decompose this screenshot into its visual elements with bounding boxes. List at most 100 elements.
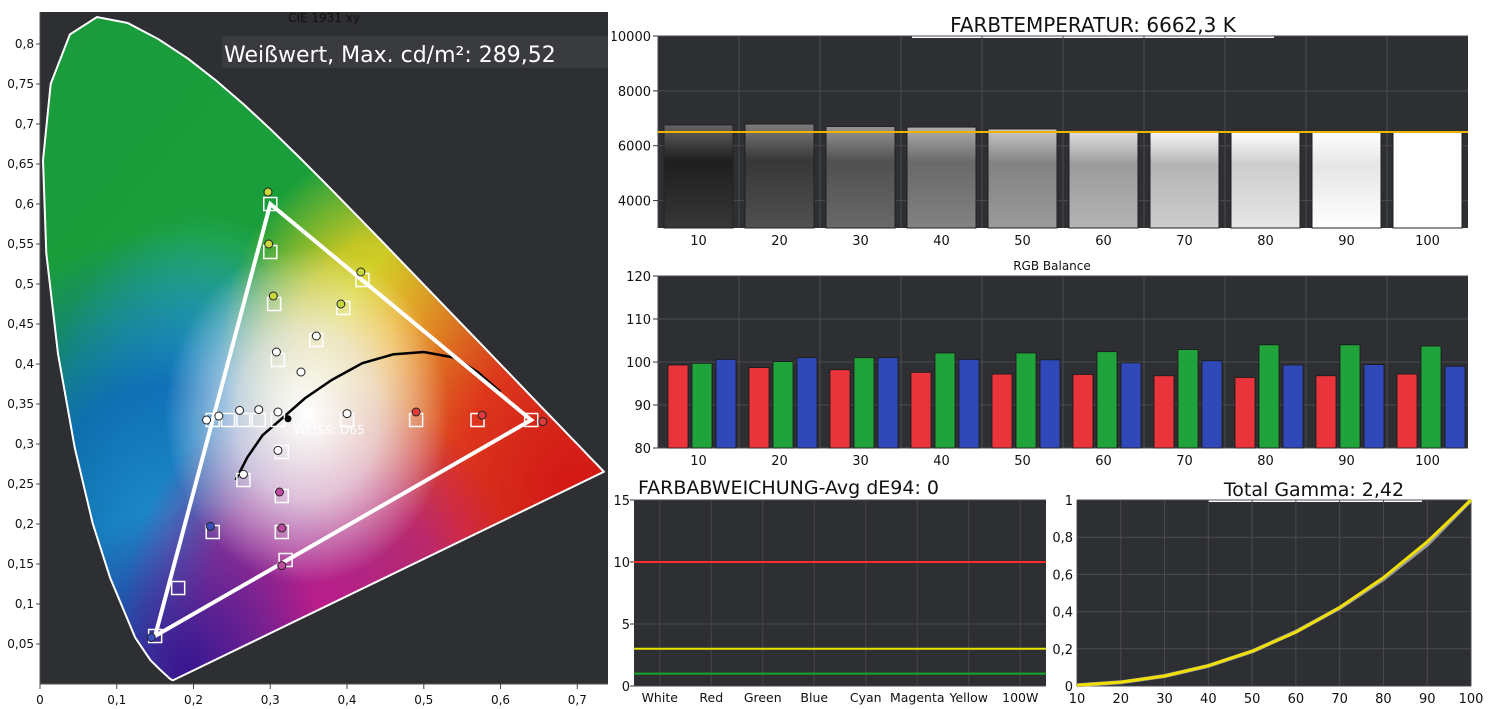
rgb-bar (1363, 364, 1385, 449)
cie-x-tick-label: 0,2 (184, 693, 203, 707)
ct-y-tick-label: 4000 (618, 195, 651, 210)
rgb-title: RGB Balance (1013, 259, 1091, 273)
rgb-bar (1015, 352, 1037, 449)
ct-bar (1392, 131, 1463, 229)
measured-point (273, 407, 283, 417)
rgb-bar (1201, 360, 1223, 449)
locus-outline (41, 15, 605, 682)
de-x-tick-label: Cyan (850, 690, 882, 705)
cie-y-tick-label: 0,75 (7, 77, 34, 91)
cie-y-tick-label: 0,8 (15, 37, 34, 51)
ct-x-tick-label: 20 (771, 234, 788, 249)
rgb-x-tick-label: 30 (852, 454, 869, 469)
rgb-bar (829, 369, 851, 449)
gamma-title: Total Gamma: 2,42 (1223, 479, 1404, 501)
gamma-title-bg (1208, 476, 1422, 502)
measured-point (342, 409, 352, 419)
cie-y-tick-label: 0,15 (7, 557, 34, 571)
measured-point (336, 299, 346, 309)
de-x-tick-label: Red (699, 690, 723, 705)
rgb-bars (667, 344, 1466, 449)
measured-point (268, 291, 278, 301)
gamma-y-tick-label: 0,2 (1052, 643, 1073, 658)
ct-x-tick-label: 80 (1257, 234, 1274, 249)
measured-point (263, 187, 273, 197)
rgb-x-tick-label: 100 (1415, 454, 1440, 469)
rgb-bar (748, 367, 770, 449)
target-square (263, 196, 278, 212)
measured-point (214, 411, 224, 421)
ct-y-tick-label: 10000 (612, 30, 651, 45)
rgb-bar (877, 357, 899, 449)
gamma-x-tick-label: 20 (1113, 692, 1130, 707)
target-square (170, 580, 186, 596)
cie-y-tick-label: 0,25 (7, 477, 34, 491)
measured-point (238, 469, 248, 479)
rgb-bar (958, 359, 980, 449)
ct-bar (825, 126, 896, 229)
rgb-y-tick-label: 80 (634, 442, 651, 457)
ct-title: FARBTEMPERATUR: 6662,3 K (950, 13, 1237, 37)
white-point-label: WEISS: D65 (294, 423, 365, 437)
ct-axes: 4000 6000 8000 10000 10 20 30 40 50 60 70 80 90 100 (612, 30, 1440, 249)
cie-y-tick-label: 0,05 (7, 637, 34, 651)
de-axes: 0 5 10 15 White Red Green Blue Cyan Magenta Yellow… (613, 494, 1038, 705)
measured-point (235, 405, 245, 415)
gamma-y-tick-label: 0 (1065, 680, 1073, 695)
measured-point (274, 487, 284, 497)
rgb-bar (1234, 377, 1256, 449)
cie-axes: 0 0,1 0,2 0,3 0,4 0,5 0,6 0,7 0,05 0,1 0,15 0,2 0,25… (7, 12, 608, 707)
rgb-bar (1120, 362, 1142, 449)
rgb-bar (1177, 349, 1199, 449)
rgb-y-tick-label: 90 (634, 399, 651, 414)
white-point-marker (284, 415, 292, 423)
ct-x-tick-label: 10 (690, 234, 707, 249)
cie-y-tick-label: 0,35 (7, 397, 34, 411)
cie-x-tick-label: 0,1 (107, 693, 126, 707)
target-square (220, 412, 236, 428)
cie-y-tick-label: 0,65 (7, 157, 34, 171)
cie-x-tick-label: 0,7 (568, 693, 587, 707)
de-x-tick-label: White (642, 690, 679, 705)
ct-bar (1068, 129, 1139, 229)
ct-bar (663, 124, 734, 229)
de-y-tick-label: 5 (622, 618, 630, 633)
ct-x-tick-label: 100 (1415, 234, 1440, 249)
gamma-y-tick-label: 0,4 (1052, 606, 1073, 621)
cie-y-tick-label: 0,6 (15, 197, 34, 211)
target-square (470, 412, 485, 428)
gamma-x-tick-label: 10 (1069, 692, 1086, 707)
de-x-tick-label: 100W (1002, 690, 1038, 705)
gamma-curve (1076, 498, 1473, 687)
rgb-x-tick-label: 80 (1257, 454, 1274, 469)
ct-bars (663, 123, 1463, 229)
target-square (523, 412, 539, 428)
cie-diagram: WEISS: D65 CIE 1931 xy Weißwert, Max. cd… (0, 0, 612, 709)
rgb-bar (667, 364, 689, 449)
measured-point (271, 347, 281, 357)
measured-point (411, 407, 421, 417)
de-x-tick-label: Yellow (949, 690, 988, 705)
color-temperature-chart: FARBTEMPERATUR: 6662,3 K 4000 6000 8000 100… (612, 0, 1500, 250)
rgb-x-tick-label: 70 (1176, 454, 1193, 469)
ct-y-tick-label: 8000 (618, 85, 651, 100)
gamma-x-tick-label: 70 (1331, 692, 1348, 707)
gamma-x-tick-label: 60 (1288, 692, 1305, 707)
ct-bar (1230, 130, 1301, 229)
ct-bar (906, 126, 977, 229)
cie-y-tick-label: 0,1 (15, 597, 34, 611)
cie-title: CIE 1931 xy (288, 11, 360, 25)
measured-point (296, 367, 306, 377)
measured-gamut-triangle (151, 200, 535, 641)
rgb-bar (1444, 365, 1466, 449)
cie-y-tick-label: 0,55 (7, 237, 34, 251)
cie-overlay-box (222, 36, 608, 68)
rgb-bar (1282, 364, 1304, 449)
rgb-x-tick-label: 20 (771, 454, 788, 469)
rgb-bar (1315, 375, 1337, 449)
rgb-bar (991, 373, 1013, 449)
gamma-x-tick-label: 80 (1375, 692, 1392, 707)
ct-y-tick-label: 6000 (618, 140, 651, 155)
cie-y-tick-label: 0,3 (15, 437, 34, 451)
gamma-axes: 0 0,2 0,4 0,6 0,8 1 10 20 30 40 50 60 70 80 90 100 (1052, 494, 1483, 707)
